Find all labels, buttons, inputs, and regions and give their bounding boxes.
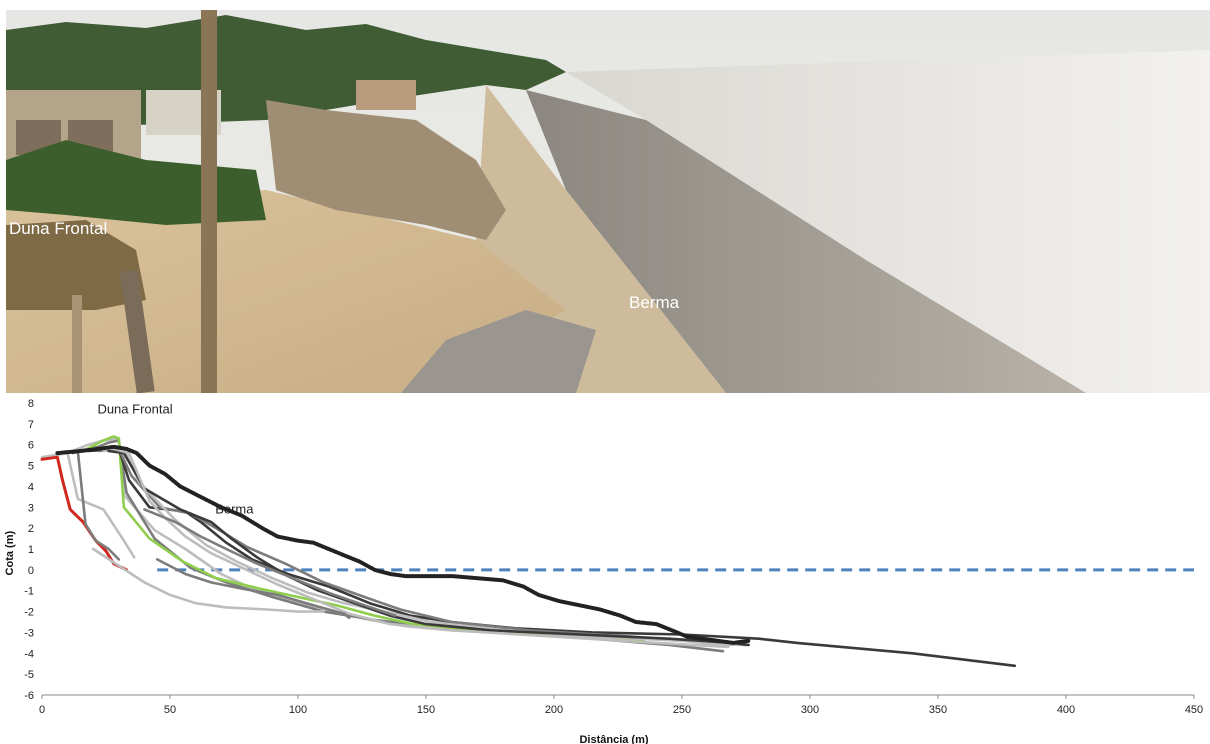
- y-tick-label: 8: [28, 398, 34, 410]
- beach-photo: Duna Frontal Berma: [6, 10, 1210, 393]
- y-tick-label: 0: [28, 565, 34, 577]
- fence-post: [119, 269, 155, 393]
- x-tick-label: 50: [164, 704, 176, 716]
- pole: [201, 10, 217, 393]
- profile-series: [40, 435, 1017, 668]
- sea: [566, 50, 1210, 393]
- x-tick-label: 200: [545, 704, 563, 716]
- y-tick-label: -2: [24, 607, 34, 619]
- beach-profile-chart: 8 7 6 5 4 3 2 1 0 -1 -2 -3 -4 -5 -6 0 50 100 150 200 250 300…: [4, 398, 1203, 744]
- photo-label-berm: Berma: [629, 293, 680, 312]
- y-axis-ticks: 8 7 6 5 4 3 2 1 0 -1 -2 -3 -4 -5 -6: [24, 398, 34, 702]
- x-tick-label: 250: [673, 704, 691, 716]
- series-line-14: [143, 508, 397, 617]
- road: [401, 310, 596, 393]
- series-line-10: [107, 449, 750, 647]
- x-tick-label: 0: [39, 704, 45, 716]
- x-tick-label: 100: [289, 704, 307, 716]
- wet-sand: [526, 90, 1086, 393]
- y-tick-label: 4: [28, 481, 34, 493]
- y-tick-label: -6: [24, 690, 34, 702]
- y-tick-label: -1: [24, 586, 34, 598]
- x-tick-label: 450: [1185, 704, 1203, 716]
- x-tick-label: 400: [1057, 704, 1075, 716]
- y-tick-label: 7: [28, 419, 34, 431]
- series-line-13: [155, 558, 351, 620]
- y-tick-label: 5: [28, 461, 34, 473]
- y-axis-title: Cota (m): [4, 531, 16, 576]
- x-axis-title: Distância (m): [579, 734, 648, 744]
- rubble: [266, 100, 506, 240]
- annotation-berma: Berma: [215, 502, 254, 517]
- building-back: [356, 80, 416, 110]
- y-tick-label: -3: [24, 627, 34, 639]
- y-tick-label: 2: [28, 523, 34, 535]
- series-line-15: [55, 444, 751, 645]
- x-tick-label: 150: [417, 704, 435, 716]
- y-tick-label: -4: [24, 648, 34, 660]
- series-line-8: [97, 447, 748, 647]
- y-tick-label: 1: [28, 544, 34, 556]
- annotation-duna-frontal: Duna Frontal: [97, 401, 172, 416]
- series-line-11: [112, 447, 730, 649]
- series-line-12: [91, 547, 325, 613]
- fence-post-2: [72, 295, 82, 393]
- photo-label-dune: Duna Frontal: [9, 219, 107, 238]
- x-tick-label: 350: [929, 704, 947, 716]
- dune-face: [6, 220, 146, 310]
- y-tick-label: 3: [28, 502, 34, 514]
- y-tick-label: 6: [28, 440, 34, 452]
- x-axis-ticks: 0 50 100 150 200 250 300 350 400 450: [39, 695, 1203, 716]
- y-tick-label: -5: [24, 669, 34, 681]
- series-line-3: [56, 449, 121, 561]
- x-tick-label: 300: [801, 704, 819, 716]
